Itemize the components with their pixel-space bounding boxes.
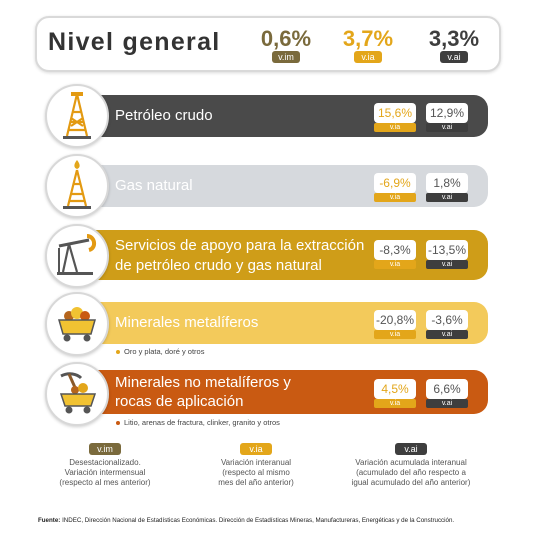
header-card	[35, 16, 501, 72]
row-gas-via-badge: v.ia	[374, 193, 416, 202]
row-petroleo-via-value: 15,6%	[374, 103, 416, 123]
row-metaliferos-vai-value: -3,6%	[426, 310, 468, 330]
row-petroleo-vai-badge: v.ai	[426, 123, 468, 132]
legend-vai-line2: (acumulado del año respecto a	[356, 468, 466, 477]
row-no-metaliferos-title-line2: rocas de aplicación	[115, 393, 244, 410]
row-metaliferos-via-badge: v.ia	[374, 330, 416, 339]
legend-vim-text: Desestacionalizado. Variación intermensu…	[25, 458, 185, 488]
bullet-icon	[116, 350, 120, 354]
mine-cart-icon	[45, 292, 109, 356]
bullet-icon	[116, 421, 120, 425]
legend-vim-line1: Desestacionalizado.	[69, 458, 141, 467]
row-metaliferos-vai-badge: v.ai	[426, 330, 468, 339]
row-servicios	[70, 230, 488, 280]
row-servicios-title-line2: de petróleo crudo y gas natural	[115, 257, 322, 274]
header-vim-badge: v.im	[272, 51, 300, 63]
legend-vim-line3: (respecto al mes anterior)	[59, 478, 151, 487]
row-petroleo-vai-value: 12,9%	[426, 103, 468, 123]
row-servicios-vai-value: -13,5%	[426, 240, 468, 260]
legend-vai-line3: igual acumulado del año anterior)	[351, 478, 471, 487]
row-no-metaliferos-vai-badge: v.ai	[426, 399, 468, 408]
row-metaliferos-subtitle: Oro y plata, doré y otros	[124, 347, 205, 356]
legend-vai-badge: v.ai	[395, 443, 427, 455]
row-no-metaliferos	[70, 370, 488, 414]
header-via-value: 3,7%	[342, 26, 394, 51]
row-petroleo-via-badge: v.ia	[374, 123, 416, 132]
row-servicios-via-badge: v.ia	[374, 260, 416, 269]
header-title: Nivel general	[48, 28, 221, 56]
row-no-metaliferos-via-badge: v.ia	[374, 399, 416, 408]
row-servicios-title-line1: Servicios de apoyo para la extracción	[115, 237, 365, 254]
row-petroleo	[70, 95, 488, 137]
oil-derrick-icon	[45, 84, 109, 148]
footer-label: Fuente:	[38, 517, 61, 524]
legend-vai-line1: Variación acumulada interanual	[355, 458, 467, 467]
row-gas-via-value: -6,9%	[374, 173, 416, 193]
legend-vai-text: Variación acumulada interanual (acumulad…	[331, 458, 491, 488]
row-gas-vai-value: 1,8%	[426, 173, 468, 193]
row-no-metaliferos-vai-value: 6,6%	[426, 379, 468, 399]
row-no-metaliferos-subtitle: Litio, arenas de fractura, clinker, gran…	[124, 418, 280, 427]
header-vim-value: 0,6%	[260, 26, 312, 51]
gas-derrick-icon	[45, 154, 109, 218]
legend-via-line1: Variación interanual	[220, 458, 292, 467]
header-vai-value: 3,3%	[428, 26, 480, 51]
row-servicios-via-value: -8,3%	[374, 240, 416, 260]
row-no-metaliferos-title-line1: Minerales no metalíferos y	[115, 374, 291, 391]
row-metaliferos	[70, 302, 488, 344]
row-servicios-vai-badge: v.ai	[426, 260, 468, 269]
legend-via-text: Variación interanual (respecto al mismo …	[176, 458, 336, 488]
row-metaliferos-via-value: -20,8%	[374, 310, 416, 330]
legend-vim-line2: Variación intermensual	[64, 468, 146, 477]
pumpjack-icon	[45, 224, 109, 288]
legend-vim-badge: v.im	[89, 443, 121, 455]
row-gas	[70, 165, 488, 207]
mine-cart-pickaxe-icon	[45, 362, 109, 426]
row-gas-title: Gas natural	[115, 177, 193, 194]
row-gas-vai-badge: v.ai	[426, 193, 468, 202]
footer-source: Fuente: INDEC, Dirección Nacional de Est…	[38, 517, 454, 524]
legend-via-line3: mes del año anterior)	[218, 478, 294, 487]
header-vai-badge: v.ai	[440, 51, 468, 63]
footer-text: INDEC, Dirección Nacional de Estadística…	[60, 517, 455, 524]
row-metaliferos-title: Minerales metalíferos	[115, 314, 259, 331]
row-no-metaliferos-via-value: 4,5%	[374, 379, 416, 399]
header-via-badge: v.ia	[354, 51, 382, 63]
legend-via-line2: (respecto al mismo	[222, 468, 290, 477]
row-petroleo-title: Petróleo crudo	[115, 107, 213, 124]
legend-via-badge: v.ia	[240, 443, 272, 455]
